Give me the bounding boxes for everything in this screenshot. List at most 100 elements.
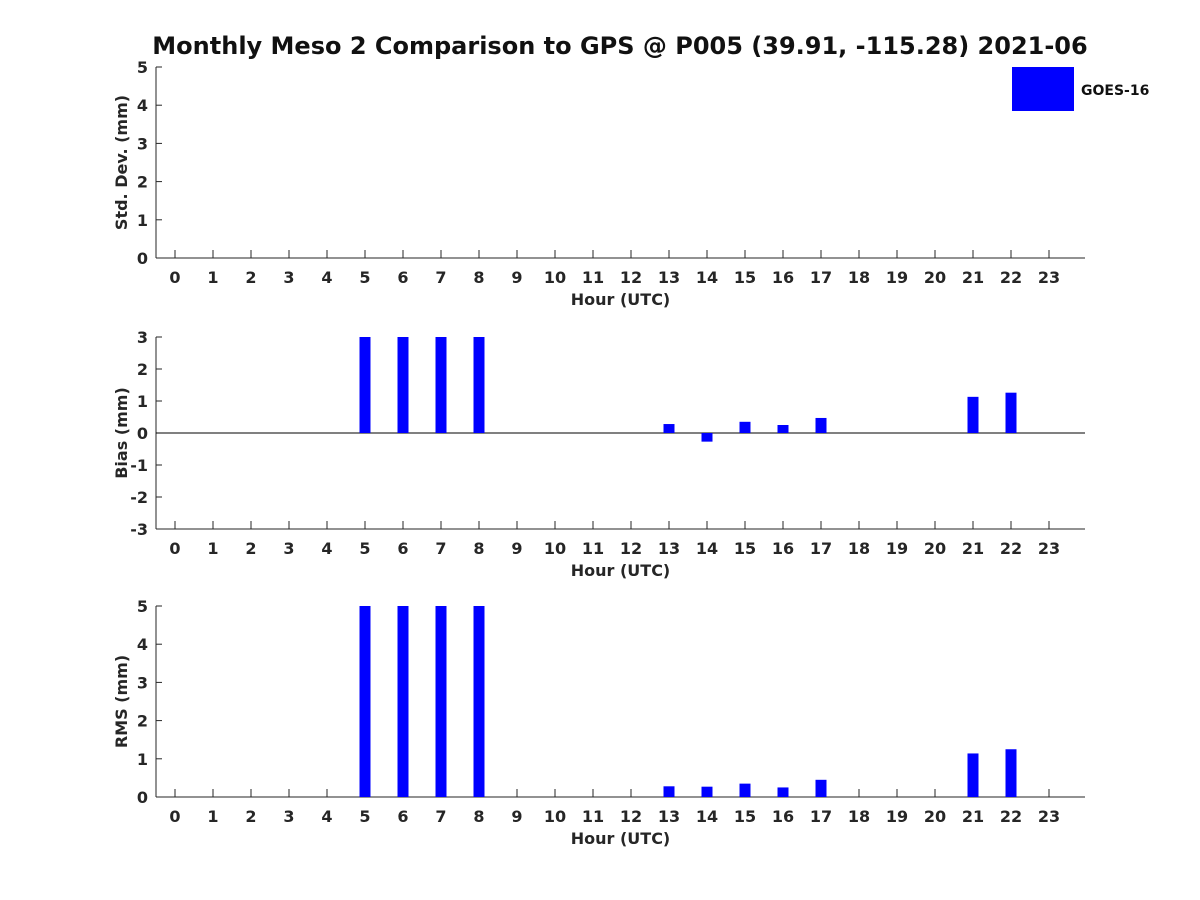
x-tick-label: 1 bbox=[207, 268, 218, 287]
x-tick-label: 18 bbox=[848, 539, 870, 558]
x-tick-label: 9 bbox=[511, 807, 522, 826]
legend-swatch bbox=[1012, 67, 1074, 111]
x-tick-label: 7 bbox=[435, 539, 446, 558]
x-tick-label: 14 bbox=[696, 807, 718, 826]
x-tick-label: 10 bbox=[544, 807, 566, 826]
bar-hour-8 bbox=[473, 337, 485, 433]
x-axis-label: Hour (UTC) bbox=[571, 561, 671, 580]
x-tick-label: 22 bbox=[1000, 807, 1022, 826]
y-tick-label: -1 bbox=[130, 456, 148, 475]
x-tick-label: 6 bbox=[397, 807, 408, 826]
x-tick-label: 4 bbox=[321, 807, 332, 826]
bar-hour-5 bbox=[359, 606, 371, 797]
y-tick-label: 0 bbox=[137, 249, 148, 268]
bar-hour-13 bbox=[663, 786, 675, 797]
x-tick-label: 19 bbox=[886, 268, 908, 287]
y-tick-label: 0 bbox=[137, 424, 148, 443]
y-tick-label: 1 bbox=[137, 750, 148, 769]
y-axis-label: Std. Dev. (mm) bbox=[112, 95, 131, 230]
legend: GOES-16 bbox=[1012, 67, 1149, 111]
x-tick-label: 23 bbox=[1038, 807, 1060, 826]
x-tick-label: 22 bbox=[1000, 539, 1022, 558]
x-tick-label: 5 bbox=[359, 268, 370, 287]
y-tick-label: -2 bbox=[130, 488, 148, 507]
x-tick-label: 21 bbox=[962, 268, 984, 287]
x-tick-label: 5 bbox=[359, 539, 370, 558]
x-tick-label: 0 bbox=[169, 807, 180, 826]
bar-hour-6 bbox=[397, 606, 409, 797]
x-tick-label: 17 bbox=[810, 268, 832, 287]
x-tick-label: 12 bbox=[620, 807, 642, 826]
y-axis-label: Bias (mm) bbox=[112, 387, 131, 479]
x-tick-label: 16 bbox=[772, 807, 794, 826]
x-axis-label: Hour (UTC) bbox=[571, 829, 671, 848]
x-tick-label: 3 bbox=[283, 807, 294, 826]
y-tick-label: 4 bbox=[137, 96, 148, 115]
x-tick-label: 9 bbox=[511, 268, 522, 287]
y-tick-label: 3 bbox=[137, 134, 148, 153]
x-tick-label: 3 bbox=[283, 539, 294, 558]
bar-hour-13 bbox=[663, 424, 675, 433]
x-tick-label: 14 bbox=[696, 539, 718, 558]
x-tick-label: 4 bbox=[321, 539, 332, 558]
y-tick-label: 2 bbox=[137, 712, 148, 731]
y-axis-label: RMS (mm) bbox=[112, 655, 131, 748]
bar-hour-21 bbox=[967, 396, 979, 433]
x-tick-label: 2 bbox=[245, 807, 256, 826]
bar-hour-17 bbox=[815, 417, 827, 433]
x-tick-label: 11 bbox=[582, 268, 604, 287]
x-tick-label: 17 bbox=[810, 807, 832, 826]
bar-hour-6 bbox=[397, 337, 409, 433]
x-tick-label: 19 bbox=[886, 539, 908, 558]
x-tick-label: 11 bbox=[582, 539, 604, 558]
x-tick-label: 6 bbox=[397, 539, 408, 558]
legend-label: GOES-16 bbox=[1081, 83, 1149, 99]
x-tick-label: 20 bbox=[924, 807, 946, 826]
y-tick-label: 5 bbox=[137, 58, 148, 77]
x-tick-label: 16 bbox=[772, 539, 794, 558]
x-tick-label: 5 bbox=[359, 807, 370, 826]
y-tick-label: 2 bbox=[137, 173, 148, 192]
y-tick-label: 1 bbox=[137, 211, 148, 230]
x-tick-label: 7 bbox=[435, 268, 446, 287]
x-tick-label: 15 bbox=[734, 807, 756, 826]
y-tick-label: -3 bbox=[130, 520, 148, 539]
bar-hour-22 bbox=[1005, 392, 1017, 433]
x-tick-label: 12 bbox=[620, 539, 642, 558]
x-tick-label: 14 bbox=[696, 268, 718, 287]
x-tick-label: 15 bbox=[734, 268, 756, 287]
x-tick-label: 13 bbox=[658, 268, 680, 287]
x-tick-label: 20 bbox=[924, 539, 946, 558]
x-tick-label: 23 bbox=[1038, 268, 1060, 287]
x-tick-label: 2 bbox=[245, 268, 256, 287]
x-tick-label: 18 bbox=[848, 807, 870, 826]
x-tick-label: 9 bbox=[511, 539, 522, 558]
bar-hour-14 bbox=[701, 433, 713, 442]
bar-hour-7 bbox=[435, 337, 447, 433]
x-tick-label: 1 bbox=[207, 807, 218, 826]
x-tick-label: 20 bbox=[924, 268, 946, 287]
chart-title: Monthly Meso 2 Comparison to GPS @ P005 … bbox=[152, 32, 1087, 60]
bar-hour-14 bbox=[701, 786, 713, 797]
x-tick-label: 22 bbox=[1000, 268, 1022, 287]
x-tick-label: 10 bbox=[544, 539, 566, 558]
y-tick-label: 3 bbox=[137, 673, 148, 692]
x-axis-label: Hour (UTC) bbox=[571, 290, 671, 309]
x-tick-label: 4 bbox=[321, 268, 332, 287]
x-tick-label: 15 bbox=[734, 539, 756, 558]
y-tick-label: 1 bbox=[137, 392, 148, 411]
x-tick-label: 1 bbox=[207, 539, 218, 558]
x-tick-label: 10 bbox=[544, 268, 566, 287]
x-tick-label: 17 bbox=[810, 539, 832, 558]
y-tick-label: 4 bbox=[137, 635, 148, 654]
bar-hour-5 bbox=[359, 337, 371, 433]
bar-hour-17 bbox=[815, 779, 827, 797]
x-tick-label: 3 bbox=[283, 268, 294, 287]
x-tick-label: 16 bbox=[772, 268, 794, 287]
x-tick-label: 8 bbox=[473, 539, 484, 558]
y-tick-label: 2 bbox=[137, 360, 148, 379]
bar-hour-15 bbox=[739, 783, 751, 797]
